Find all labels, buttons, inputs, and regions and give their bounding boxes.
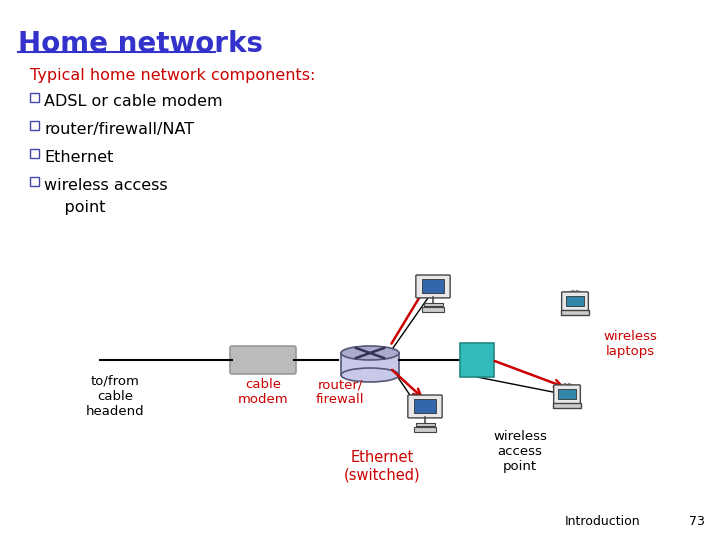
Ellipse shape — [341, 346, 399, 360]
Bar — [561, 310, 589, 315]
Text: wireless access: wireless access — [44, 178, 168, 193]
Bar — [30, 93, 39, 102]
FancyBboxPatch shape — [562, 292, 588, 311]
Text: Introduction: Introduction — [565, 515, 641, 528]
Bar — [30, 121, 39, 130]
Bar — [559, 389, 575, 399]
Text: to/from
cable
headend: to/from cable headend — [86, 375, 144, 418]
Bar — [30, 149, 39, 158]
FancyBboxPatch shape — [416, 275, 450, 298]
Bar — [422, 307, 444, 312]
Bar — [30, 177, 39, 186]
Bar — [413, 399, 436, 413]
Bar — [423, 302, 443, 306]
Text: router/firewall/NAT: router/firewall/NAT — [44, 122, 194, 137]
Text: router/
firewall: router/ firewall — [316, 378, 364, 406]
Ellipse shape — [341, 368, 399, 382]
Bar — [415, 423, 434, 427]
Text: 73: 73 — [689, 515, 705, 528]
Bar — [422, 279, 444, 293]
Bar — [460, 343, 494, 377]
Bar — [553, 403, 581, 408]
Bar — [567, 296, 583, 306]
Text: cable
modem: cable modem — [238, 378, 288, 406]
Text: Ethernet: Ethernet — [44, 150, 113, 165]
Text: Typical home network components:: Typical home network components: — [30, 68, 315, 83]
Text: wireless
laptops: wireless laptops — [603, 330, 657, 358]
FancyBboxPatch shape — [554, 385, 580, 404]
Text: Ethernet
(switched): Ethernet (switched) — [343, 450, 420, 482]
Text: Home networks: Home networks — [18, 30, 263, 58]
FancyBboxPatch shape — [230, 346, 296, 374]
Text: point: point — [44, 200, 106, 215]
Text: wireless
access
point: wireless access point — [493, 430, 547, 473]
Bar — [341, 353, 399, 375]
FancyBboxPatch shape — [408, 395, 442, 418]
Bar — [413, 427, 436, 432]
Text: ADSL or cable modem: ADSL or cable modem — [44, 94, 222, 109]
